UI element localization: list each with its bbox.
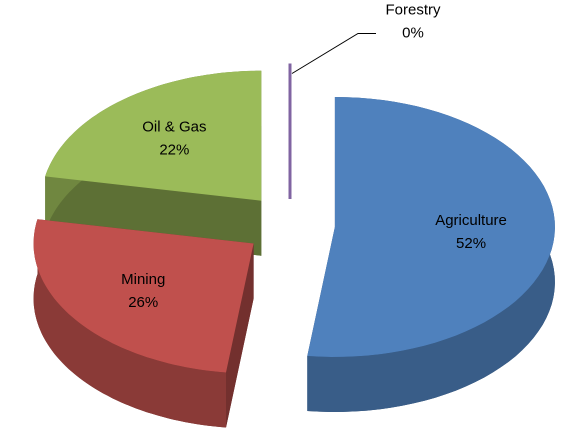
slice-side [33,219,226,428]
slice [307,97,555,357]
data-label-category: Mining [121,271,165,288]
data-label-value: 26% [128,294,158,311]
data-label-category: Agriculture [435,212,507,229]
slice [45,70,262,201]
data-label-value: 22% [159,142,189,159]
leader-line [291,33,376,74]
data-label-value: 0% [402,24,424,41]
data-label-category: Forestry [385,1,441,18]
slice [33,219,254,373]
data-label-value: 52% [456,235,486,252]
data-label-category: Oil & Gas [142,119,206,136]
